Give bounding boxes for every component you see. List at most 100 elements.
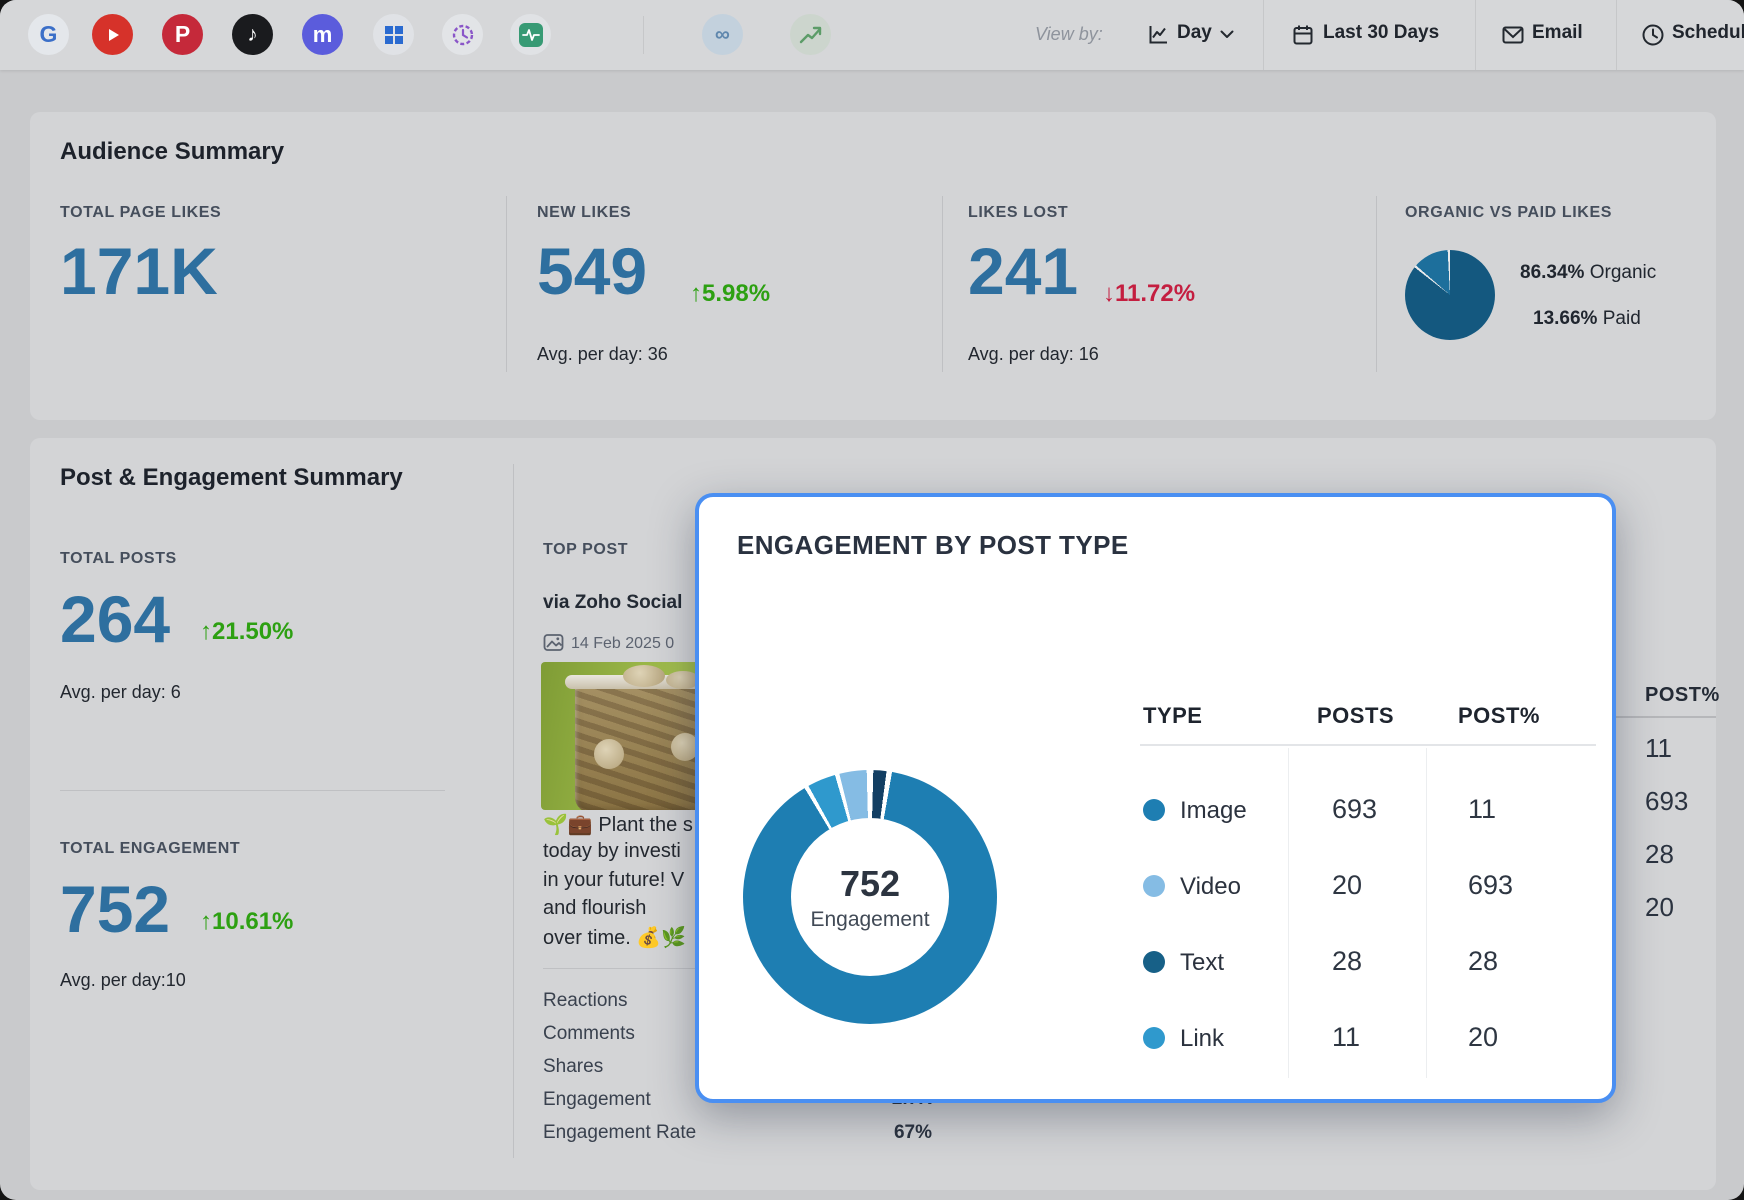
up-arrow-icon: ↑ xyxy=(690,280,702,307)
pinterest-icon[interactable]: P xyxy=(162,14,203,55)
total-engagement-value: 752 xyxy=(60,872,171,946)
column-divider xyxy=(942,196,943,372)
growth-icon[interactable] xyxy=(790,14,831,55)
toolbar-divider xyxy=(1263,0,1264,70)
youtube-icon[interactable] xyxy=(92,14,133,55)
organic-paid-pie-chart xyxy=(1405,250,1495,340)
view-by-label: View by: xyxy=(1035,24,1103,44)
legend-dot-text xyxy=(1143,951,1165,973)
col-header-pct: POST% xyxy=(1458,703,1540,728)
likes-lost-delta: ↓11.72% xyxy=(1103,280,1196,307)
legend-dot-video xyxy=(1143,875,1165,897)
bg-postpct-value: 28 xyxy=(1645,839,1674,869)
google-icon[interactable]: G xyxy=(28,14,69,55)
link-icon[interactable]: ∞ xyxy=(702,14,743,55)
calendar-icon xyxy=(1292,24,1314,46)
donut-center-value: 752 xyxy=(839,862,901,904)
new-likes-avg: Avg. per day: 36 xyxy=(537,344,668,364)
likes-lost-avg: Avg. per day: 16 xyxy=(968,344,1099,364)
view-by-value: Day xyxy=(1177,22,1212,43)
col-header-type: TYPE xyxy=(1143,703,1203,728)
table-column-separator xyxy=(1426,748,1427,1078)
post-engagement-title: Post & Engagement Summary xyxy=(60,464,403,491)
caption-line: today by investi xyxy=(543,840,681,862)
modal-title: ENGAGEMENT BY POST TYPE xyxy=(737,530,1129,560)
legend-dot-link xyxy=(1143,1027,1165,1049)
bg-postpct-value: 20 xyxy=(1645,892,1674,922)
envelope-icon xyxy=(1502,26,1524,44)
col-header-posts: POSTS xyxy=(1317,703,1395,728)
stat-divider xyxy=(60,790,445,791)
caption-line: 🌱💼 Plant the s xyxy=(543,814,693,836)
view-by-dropdown[interactable]: Day xyxy=(1140,0,1250,70)
column-divider xyxy=(513,464,514,1158)
organic-vs-paid-label: ORGANIC VS PAID LIKES xyxy=(1405,204,1612,221)
organic-share: 86.34% Organic xyxy=(1520,262,1657,283)
email-button[interactable]: Email xyxy=(1500,0,1615,70)
metric-label: Comments xyxy=(543,1023,635,1044)
table-column-separator xyxy=(1288,748,1289,1078)
total-page-likes-label: TOTAL PAGE LIKES xyxy=(60,204,222,221)
column-divider xyxy=(506,196,507,372)
new-likes-delta: ↑5.98% xyxy=(690,280,771,307)
windows-icon[interactable] xyxy=(373,14,414,55)
metric-label: Engagement xyxy=(543,1089,651,1110)
bg-postpct-header: POST% xyxy=(1645,684,1720,706)
engagement-by-post-type-modal: ENGAGEMENT BY POST TYPE 752 Engagement T… xyxy=(695,493,1616,1103)
column-divider xyxy=(1376,196,1377,372)
new-likes-label: NEW LIKES xyxy=(537,204,632,221)
legend-dot-image xyxy=(1143,799,1165,821)
up-arrow-icon: ↑ xyxy=(200,908,212,935)
audience-summary-title: Audience Summary xyxy=(60,138,285,165)
timer-icon[interactable] xyxy=(442,14,483,55)
total-engagement-avg: Avg. per day:10 xyxy=(60,970,186,990)
total-posts-delta: ↑21.50% xyxy=(200,618,294,645)
schedule-label: Schedule xyxy=(1672,22,1744,43)
table-header-underline xyxy=(1140,744,1596,746)
bg-postpct-value: 11 xyxy=(1645,733,1672,763)
caption-line: and flourish xyxy=(543,897,647,919)
donut-center-label: Engagement xyxy=(810,907,930,931)
total-page-likes-value: 171K xyxy=(60,234,218,308)
new-likes-value: 549 xyxy=(537,234,648,308)
audience-summary-card: Audience Summary TOTAL PAGE LIKES 171K N… xyxy=(30,112,1716,420)
photo-icon xyxy=(543,632,564,653)
likes-lost-label: LIKES LOST xyxy=(968,204,1069,221)
engagement-donut-chart: 752 Engagement xyxy=(743,770,997,1024)
tiktok-icon[interactable]: ♪ xyxy=(232,14,273,55)
caption-line: over time. 💰🌿 xyxy=(543,927,687,949)
metric-label: Engagement Rate xyxy=(543,1122,697,1143)
total-posts-label: TOTAL POSTS xyxy=(60,550,177,567)
bg-postpct-value: 693 xyxy=(1645,786,1689,816)
metric-label: Shares xyxy=(543,1056,604,1077)
date-range-label: Last 30 Days xyxy=(1323,22,1440,43)
schedule-button[interactable]: Schedule xyxy=(1640,0,1744,70)
top-toolbar: G P ♪ m xyxy=(0,0,1744,70)
paid-share: 13.66% Paid xyxy=(1533,308,1641,329)
chevron-down-icon xyxy=(1220,30,1234,39)
caption-line: in your future! V xyxy=(543,869,685,891)
total-engagement-label: TOTAL ENGAGEMENT xyxy=(60,840,241,857)
down-arrow-icon: ↓ xyxy=(1103,280,1115,307)
toolbar-divider xyxy=(1475,0,1476,70)
top-post-date: 14 Feb 2025 0 xyxy=(571,635,675,652)
likes-lost-value: 241 xyxy=(968,234,1079,308)
toolbar-divider xyxy=(643,16,644,54)
top-post-label: TOP POST xyxy=(543,541,629,558)
toolbar-divider xyxy=(1616,0,1617,70)
clock-icon xyxy=(1642,24,1664,46)
total-engagement-delta: ↑10.61% xyxy=(200,908,294,935)
metric-value: 67% xyxy=(893,1122,932,1143)
email-label: Email xyxy=(1532,22,1583,43)
chart-line-icon xyxy=(1148,24,1169,45)
activity-icon[interactable] xyxy=(510,14,551,55)
bg-header-underline xyxy=(1616,716,1716,718)
total-posts-avg: Avg. per day: 6 xyxy=(60,682,181,702)
metric-label: Reactions xyxy=(543,990,628,1011)
up-arrow-icon: ↑ xyxy=(200,618,212,645)
date-range-button[interactable]: Last 30 Days xyxy=(1290,0,1460,70)
total-posts-value: 264 xyxy=(60,582,171,656)
top-post-via: via Zoho Social xyxy=(543,592,683,613)
mastodon-icon[interactable]: m xyxy=(302,14,343,55)
